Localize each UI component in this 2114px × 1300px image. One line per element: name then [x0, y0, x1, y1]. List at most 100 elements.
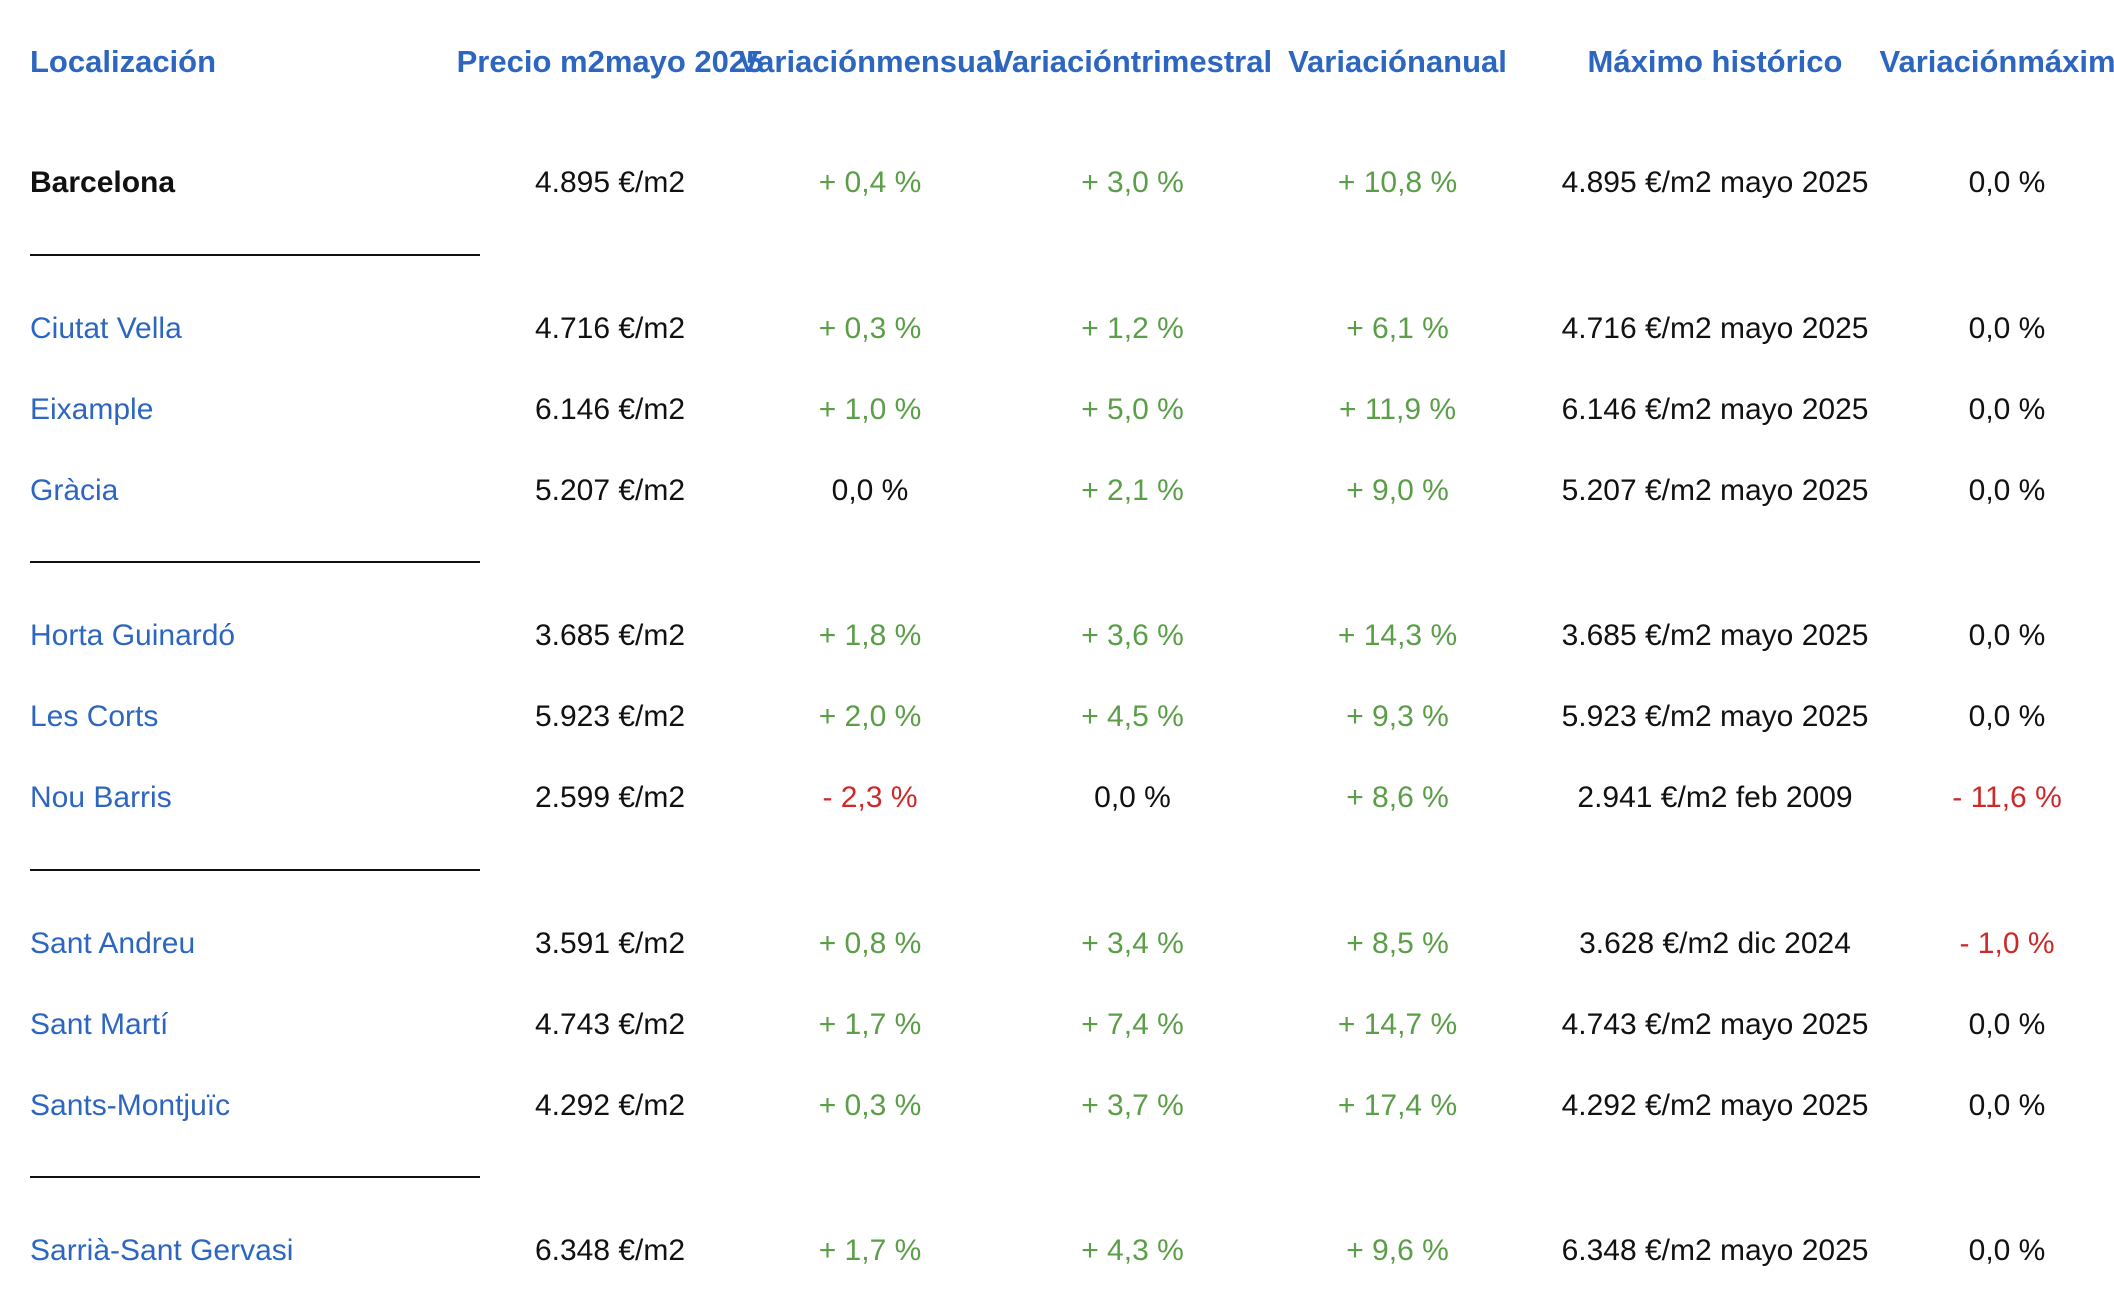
table-row: Barcelona 4.895 €/m2 + 0,4 % + 3,0 % + 10,8 …	[0, 153, 2114, 213]
header-trimestral-line2: trimestral	[1130, 44, 1273, 79]
max-change-cell: 0,0 %	[1968, 393, 2046, 426]
header-anual: Variación anual	[1265, 2, 1530, 122]
quarterly-change-cell: + 3,0 %	[1081, 166, 1184, 199]
max-change-cell: 0,0 %	[1968, 312, 2046, 345]
quarterly-change-cell: + 7,4 %	[1081, 1008, 1184, 1041]
location-cell: Barcelona	[30, 166, 176, 199]
header-precio-line2: mayo 2025	[604, 44, 764, 79]
header-precio-line1: Precio m2	[456, 44, 605, 79]
header-trimestral-line1: Variación	[992, 44, 1131, 79]
annual-change-cell: + 9,3 %	[1346, 700, 1449, 733]
table-row: Sant Andreu 3.591 €/m2 + 0,8 % + 3,4 % + 8,5…	[0, 914, 2114, 974]
quarterly-change-cell: + 1,2 %	[1081, 312, 1184, 345]
header-var-maximo-line1: Variación	[1879, 44, 2018, 79]
annual-change-cell: + 14,7 %	[1337, 1008, 1458, 1041]
price-cell: 4.716 €/m2	[534, 312, 686, 345]
price-cell: 5.207 €/m2	[534, 474, 686, 507]
max-change-cell: 0,0 %	[1968, 474, 2046, 507]
price-cell: 3.685 €/m2	[534, 619, 686, 652]
monthly-change-cell: + 1,0 %	[818, 393, 922, 426]
location-cell[interactable]: Eixample	[30, 393, 154, 426]
annual-change-cell: + 8,5 %	[1346, 927, 1449, 960]
annual-change-cell: + 10,8 %	[1337, 166, 1458, 199]
monthly-change-cell: + 0,4 %	[818, 166, 922, 199]
group-divider	[30, 1176, 480, 1178]
annual-change-cell: + 8,6 %	[1346, 781, 1449, 814]
price-cell: 2.599 €/m2	[534, 781, 686, 814]
header-var-maximo: Variación máximo	[1879, 2, 2114, 122]
price-cell: 4.743 €/m2	[534, 1008, 686, 1041]
header-mensual-line1: Variación	[738, 44, 877, 79]
max-change-cell: - 11,6 %	[1952, 781, 2062, 814]
annual-change-cell: + 14,3 %	[1337, 619, 1458, 652]
header-var-maximo-line2: máximo	[2017, 44, 2114, 79]
quarterly-change-cell: + 4,5 %	[1081, 700, 1184, 733]
max-change-cell: 0,0 %	[1968, 700, 2046, 733]
location-cell[interactable]: Nou Barris	[30, 781, 172, 814]
monthly-change-cell: + 0,3 %	[818, 312, 922, 345]
table-row: Eixample 6.146 €/m2 + 1,0 % + 5,0 % + 11,9 %…	[0, 380, 2114, 440]
header-mensual-line2: mensual	[876, 44, 1002, 79]
historic-max-cell: 6.146 €/m2 mayo 2025	[1561, 393, 1869, 426]
price-cell: 4.895 €/m2	[534, 166, 686, 199]
group-divider	[30, 561, 480, 563]
group-divider	[30, 869, 480, 871]
max-change-cell: 0,0 %	[1968, 166, 2046, 199]
price-cell: 6.348 €/m2	[534, 1234, 686, 1267]
quarterly-change-cell: + 3,7 %	[1081, 1089, 1184, 1122]
quarterly-change-cell: + 5,0 %	[1081, 393, 1184, 426]
historic-max-cell: 2.941 €/m2 feb 2009	[1577, 781, 1853, 814]
monthly-change-cell: + 1,7 %	[818, 1008, 922, 1041]
table-header: Localización Precio m2 mayo 2025 Variaci…	[0, 2, 2114, 122]
price-cell: 5.923 €/m2	[534, 700, 686, 733]
table-row: Nou Barris 2.599 €/m2 - 2,3 % 0,0 % + 8,6 % 2…	[0, 768, 2114, 828]
monthly-change-cell: + 1,8 %	[818, 619, 922, 652]
historic-max-cell: 3.628 €/m2 dic 2024	[1579, 927, 1851, 960]
location-cell[interactable]: Gràcia	[30, 474, 119, 507]
max-change-cell: 0,0 %	[1968, 619, 2046, 652]
monthly-change-cell: + 1,7 %	[818, 1234, 922, 1267]
table-row: Sarrià-Sant Gervasi 6.348 €/m2 + 1,7 % + 4,…	[0, 1221, 2114, 1281]
price-cell: 3.591 €/m2	[534, 927, 686, 960]
location-cell[interactable]: Sant Andreu	[30, 927, 196, 960]
header-mensual: Variación mensual	[738, 2, 1002, 122]
header-anual-line2: anual	[1425, 44, 1507, 79]
table-row: Ciutat Vella 4.716 €/m2 + 0,3 % + 1,2 % + 6,…	[0, 299, 2114, 359]
header-anual-line1: Variación	[1288, 44, 1426, 79]
header-precio: Precio m2 mayo 2025	[457, 2, 764, 122]
historic-max-cell: 4.743 €/m2 mayo 2025	[1561, 1008, 1869, 1041]
table-row: Sants-Montjuïc 4.292 €/m2 + 0,3 % + 3,7 % + …	[0, 1076, 2114, 1136]
group-divider	[30, 254, 480, 256]
header-trimestral: Variación trimestral	[993, 2, 1272, 122]
max-change-cell: 0,0 %	[1968, 1008, 2046, 1041]
historic-max-cell: 5.207 €/m2 mayo 2025	[1561, 474, 1869, 507]
max-change-cell: 0,0 %	[1968, 1089, 2046, 1122]
monthly-change-cell: + 0,8 %	[818, 927, 922, 960]
historic-max-cell: 5.923 €/m2 mayo 2025	[1561, 700, 1869, 733]
historic-max-cell: 6.348 €/m2 mayo 2025	[1561, 1234, 1869, 1267]
annual-change-cell: + 17,4 %	[1337, 1089, 1458, 1122]
annual-change-cell: + 11,9 %	[1338, 393, 1457, 426]
quarterly-change-cell: 0,0 %	[1094, 781, 1171, 814]
location-cell[interactable]: Ciutat Vella	[30, 312, 182, 345]
location-cell[interactable]: Sant Martí	[30, 1008, 169, 1041]
quarterly-change-cell: + 3,6 %	[1081, 619, 1184, 652]
header-maximo: Máximo histórico	[1587, 44, 1843, 79]
max-change-cell: 0,0 %	[1968, 1234, 2046, 1267]
max-change-cell: - 1,0 %	[1959, 927, 2055, 960]
price-cell: 6.146 €/m2	[534, 393, 686, 426]
monthly-change-cell: + 0,3 %	[818, 1089, 922, 1122]
header-localizacion: Localización	[30, 44, 217, 79]
location-cell[interactable]: Sants-Montjuïc	[30, 1089, 231, 1122]
location-cell[interactable]: Horta Guinardó	[30, 619, 236, 652]
annual-change-cell: + 9,6 %	[1346, 1234, 1449, 1267]
location-cell[interactable]: Les Corts	[30, 700, 159, 733]
historic-max-cell: 4.292 €/m2 mayo 2025	[1561, 1089, 1869, 1122]
table-row: Gràcia 5.207 €/m2 0,0 % + 2,1 % + 9,0 % 5.207…	[0, 461, 2114, 521]
monthly-change-cell: + 2,0 %	[818, 700, 922, 733]
quarterly-change-cell: + 2,1 %	[1081, 474, 1184, 507]
historic-max-cell: 3.685 €/m2 mayo 2025	[1561, 619, 1869, 652]
historic-max-cell: 4.895 €/m2 mayo 2025	[1561, 166, 1869, 199]
location-cell[interactable]: Sarrià-Sant Gervasi	[30, 1234, 294, 1267]
